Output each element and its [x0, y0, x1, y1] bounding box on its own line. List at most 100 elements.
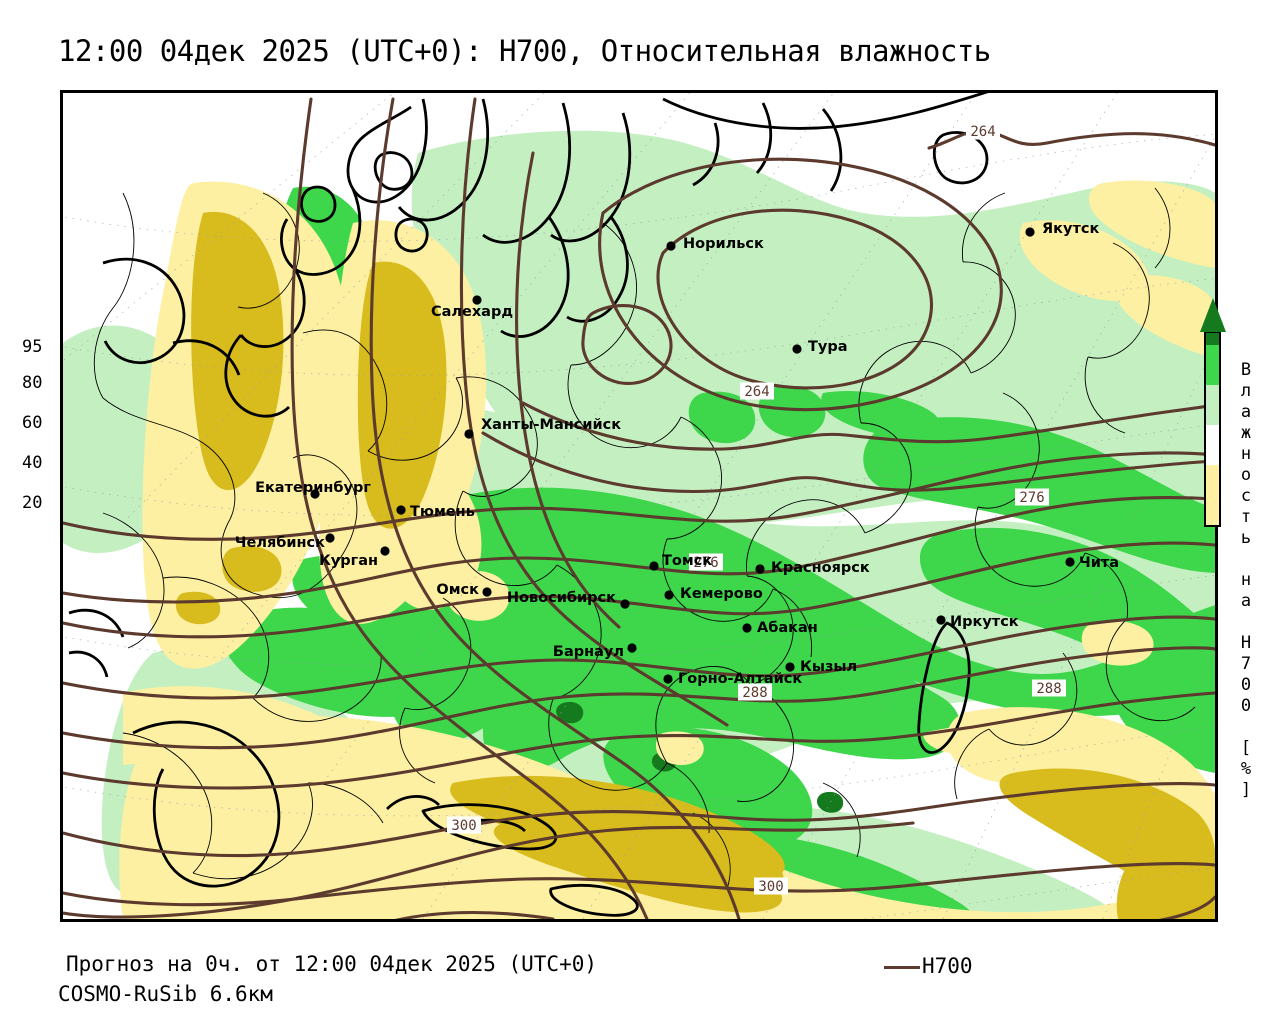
city-label: Иркутск [950, 614, 1019, 630]
colorbar-tick-80: 80 [22, 373, 43, 393]
contour-label-bg [1032, 679, 1066, 697]
contour-label-bg [738, 683, 772, 701]
city-label: Якутск [1042, 221, 1099, 237]
city-label: Челябинск [235, 535, 325, 551]
contour-label: 300 [758, 879, 783, 895]
city-dot [627, 643, 637, 653]
city-marker: Горно-Алтайск [663, 671, 802, 687]
city-label: Кызыл [800, 659, 857, 675]
city-label: Ханты-Мансийск [481, 417, 621, 433]
city-dot [396, 505, 406, 515]
city-marker: Омск [436, 582, 492, 598]
city-dot [792, 344, 802, 354]
city-label: Барнаул [553, 644, 624, 660]
map-graphic: 264 264 276 276 288 288 300 300 Якутск Норильск С… [63, 93, 1215, 919]
city-marker: Тюмень [396, 504, 475, 520]
contour-label-bg [966, 122, 1000, 140]
city-dot [1065, 557, 1075, 567]
city-label: Салехард [431, 304, 513, 320]
colorbar-tick-95: 95 [22, 337, 43, 357]
contour-label-bg [447, 816, 481, 834]
city-marker: Курган [319, 546, 390, 569]
colorbar-segment-above95 [1206, 333, 1219, 345]
city-dot [310, 489, 320, 499]
city-marker: Кызыл [785, 659, 857, 675]
colorbar-segment-60-80 [1206, 385, 1219, 425]
colorbar-tick-20: 20 [22, 493, 43, 513]
city-dot [785, 662, 795, 672]
city-dot [380, 546, 390, 556]
city-dot [742, 623, 752, 633]
city-label: Кемерово [680, 586, 763, 602]
page-title: 12:00 04дек 2025 (UTC+0): H700, Относите… [58, 34, 991, 68]
contour-label: 300 [451, 818, 476, 834]
city-dot [620, 599, 630, 609]
city-marker: Норильск [666, 236, 764, 252]
colorbar-segment-20-40 [1206, 465, 1219, 525]
contour-label-bg [689, 553, 723, 571]
city-marker: Красноярск [755, 560, 870, 576]
city-marker: Новосибирск [507, 590, 630, 609]
contour-label: 276 [1019, 490, 1044, 506]
contour-label-bg [754, 877, 788, 895]
city-label: Тура [808, 339, 848, 355]
contour-label: 264 [970, 124, 995, 140]
contour-label-group: 264 264 276 276 288 288 300 300 [447, 122, 1066, 895]
city-label: Екатеринбург [255, 480, 371, 496]
city-marker: Челябинск [235, 533, 335, 551]
city-dot [649, 561, 659, 571]
colorbar-upper-arrow [1200, 298, 1226, 332]
city-marker: Иркутск [936, 614, 1019, 630]
city-dot [472, 295, 482, 305]
city-dot [664, 590, 674, 600]
city-dot [325, 533, 335, 543]
model-info: COSMO-RuSib 6.6км [58, 982, 273, 1006]
colorbar-segment-80-95 [1206, 345, 1219, 385]
city-marker: Чита [1065, 555, 1119, 571]
city-label: Чита [1079, 555, 1119, 571]
city-marker: Абакан [742, 620, 818, 636]
contour-label-bg [1015, 488, 1049, 506]
city-dot [755, 564, 765, 574]
colorbar-segment-40-60 [1206, 425, 1219, 465]
city-marker: Барнаул [553, 643, 637, 660]
h700-legend-line [884, 966, 920, 969]
contour-label: 288 [742, 685, 767, 701]
colorbar-tick-60: 60 [22, 413, 43, 433]
city-marker: Томск [649, 553, 712, 571]
city-dot [482, 587, 492, 597]
city-dot [464, 429, 474, 439]
city-layer: Якутск Норильск Салехард Тура Ханты-Мансийск… [235, 221, 1119, 687]
map-canvas[interactable]: 264 264 276 276 288 288 300 300 Якутск Норильск С… [60, 90, 1218, 922]
colorbar [1204, 331, 1221, 527]
city-label: Омск [436, 582, 479, 598]
h700-contours [63, 97, 1215, 919]
city-marker: Тура [792, 339, 848, 355]
city-label: Горно-Алтайск [678, 671, 802, 687]
contour-label: 276 [693, 555, 718, 571]
contour-label: 288 [1036, 681, 1061, 697]
city-dot [1025, 227, 1035, 237]
city-label: Томск [662, 553, 712, 569]
city-dot [666, 241, 676, 251]
contour-label: 264 [744, 384, 769, 400]
colorbar-title: Влажность на H700 [%] [1236, 360, 1256, 801]
city-marker: Якутск [1025, 221, 1099, 237]
city-marker: Салехард [431, 295, 513, 320]
city-marker: Ханты-Мансийск [464, 417, 621, 439]
city-dot [936, 615, 946, 625]
forecast-info: Прогноз на 0ч. от 12:00 04дек 2025 (UTC+… [66, 952, 598, 976]
city-label: Красноярск [771, 560, 870, 576]
h700-legend-label: H700 [922, 954, 973, 978]
city-label: Норильск [683, 236, 764, 252]
city-marker: Кемерово [664, 586, 763, 602]
city-label: Абакан [757, 620, 818, 636]
city-label: Курган [319, 553, 378, 569]
city-label: Тюмень [410, 504, 475, 520]
city-dot [663, 674, 673, 684]
contour-label-bg [740, 382, 774, 400]
city-label: Новосибирск [507, 590, 616, 606]
colorbar-tick-40: 40 [22, 453, 43, 473]
city-marker: Екатеринбург [255, 480, 371, 499]
